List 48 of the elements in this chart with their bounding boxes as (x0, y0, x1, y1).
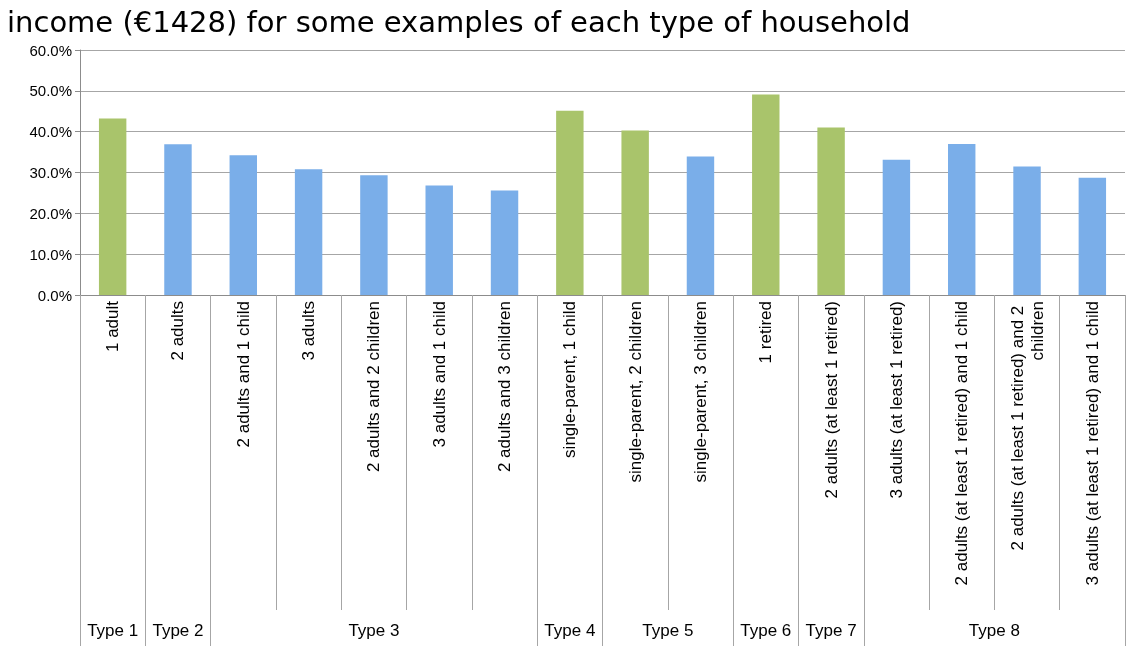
x-tick-label: 1 adult (103, 300, 123, 353)
bar (556, 110, 584, 295)
bar (1078, 177, 1107, 295)
bar (882, 159, 911, 295)
bar (360, 175, 388, 295)
text: Type 8 (968, 620, 1020, 640)
x-tick-label: 3 adults and 1 child (429, 301, 449, 448)
text: Type 1 (87, 620, 139, 640)
bar (752, 94, 780, 295)
x-tick-label: single-parent, 2 children (625, 301, 645, 483)
x-tick-label: 2 adults and 1 child (233, 301, 253, 448)
chart-title: income (€1428) for some examples of each type of household (7, 4, 911, 39)
text: Type 4 (544, 620, 596, 640)
bar (490, 190, 519, 295)
text: Type 6 (740, 620, 792, 640)
bar (686, 156, 715, 295)
x-tick-label: 2 adults (at least 1 retired) and 2 children (1007, 301, 1047, 551)
text: Type 3 (348, 620, 400, 640)
y-tick-label: 0.0% (37, 286, 72, 304)
bar (621, 130, 649, 295)
y-tick-label: 60.0% (29, 41, 72, 59)
y-tick-label: 20.0% (29, 204, 72, 222)
bar (817, 127, 845, 295)
text: Type 5 (642, 620, 694, 640)
x-tick-label: 3 adults (at least 1 retired) (886, 301, 906, 499)
text: Type 7 (805, 620, 857, 640)
x-tick-label: 2 adults (168, 301, 188, 361)
x-tick-label: 2 adults and 2 children (364, 301, 384, 473)
bar (294, 169, 323, 295)
x-tick-label: single-parent, 3 children (690, 301, 710, 483)
y-tick-label: 50.0% (29, 82, 72, 100)
y-tick-label: 40.0% (29, 123, 72, 141)
text: Type 2 (152, 620, 204, 640)
x-tick-label: 2 adults (at least 1 retired) (821, 301, 841, 499)
x-tick-label: 2 adults (at least 1 retired) and 1 child (952, 301, 972, 586)
x-tick-label: 3 adults (299, 301, 319, 361)
bar (98, 118, 127, 295)
x-tick-label: single-parent, 1 child (560, 301, 580, 458)
x-tick-label: 1 retired (756, 301, 776, 364)
bar (1013, 166, 1041, 295)
y-tick-label: 30.0% (29, 164, 72, 181)
y-tick-label: 10.0% (29, 245, 72, 263)
x-tick-label: 3 adults (at least 1 retired) and 1 child (1082, 301, 1102, 586)
bar (948, 143, 976, 295)
x-tick-label: 2 adults and 3 children (495, 301, 515, 473)
bar (164, 144, 192, 295)
bar (425, 185, 453, 295)
bar (229, 155, 257, 295)
